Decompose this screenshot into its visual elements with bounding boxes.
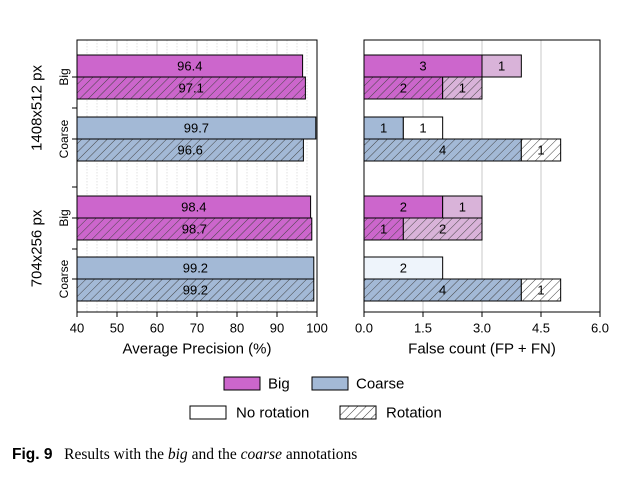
x-tick-label: 100 — [306, 321, 328, 336]
bar — [76, 138, 304, 162]
bar-segment — [363, 76, 444, 100]
figure: 40 50 60 70 80 90 100 96.4 97.1 99.7 96.6 98.4 98.7 9… — [29, 39, 609, 422]
bar-segment-label: 4 — [439, 143, 446, 158]
bar-segment — [363, 278, 522, 302]
bar-segment-label: 2 — [439, 222, 446, 237]
legend-label: Big — [268, 376, 290, 393]
bar-segment-label: 2 — [400, 261, 407, 276]
bar-segment-label: 1 — [498, 59, 505, 74]
bar-value-label: 99.7 — [184, 121, 209, 136]
figure-caption: Fig. 9 Results with the big and the coar… — [12, 446, 357, 464]
legend: Big Coarse No rotation Rotation — [189, 376, 442, 422]
row-label: Coarse — [57, 259, 71, 298]
bar-segment — [520, 278, 562, 302]
x-tick-label: 50 — [110, 321, 124, 336]
caption-text-before: Results with the — [64, 446, 164, 463]
x-tick-label: 4.5 — [532, 321, 550, 336]
bar-value-label: 96.4 — [177, 59, 202, 74]
bar-segment-label: 1 — [459, 81, 466, 96]
row-label: Big — [57, 209, 71, 226]
x-tick-label: 0.0 — [355, 321, 373, 336]
x-axis-label: Average Precision (%) — [123, 341, 272, 358]
bar-segment-label: 1 — [537, 143, 544, 158]
bar-value-label: 99.2 — [183, 283, 208, 298]
bar-segment — [442, 76, 483, 100]
bar — [76, 217, 313, 241]
bar-segment-label: 1 — [380, 121, 387, 136]
plot-frame — [76, 39, 318, 313]
x-tick-label: 60 — [150, 321, 164, 336]
bar-segment — [363, 217, 404, 241]
bar-segment — [402, 217, 483, 241]
bar-value-label: 98.4 — [181, 200, 206, 215]
x-tick-label: 6.0 — [591, 321, 609, 336]
bar-segment-label: 1 — [537, 283, 544, 298]
row-label: Coarse — [57, 119, 71, 158]
bar-value-label: 99.2 — [183, 261, 208, 276]
row-label: Big — [57, 68, 71, 85]
caption-em-coarse: coarse — [240, 446, 282, 463]
bar-value-label: 96.6 — [178, 143, 203, 158]
bar-segment-label: 3 — [419, 59, 426, 74]
bar-value-label: 97.1 — [179, 81, 204, 96]
legend-swatch-rot — [339, 405, 377, 420]
caption-text-middle: and the — [191, 446, 237, 463]
bar-value-label: 98.7 — [182, 222, 207, 237]
bar-segment — [520, 138, 562, 162]
group-label: 704x256 px — [29, 209, 46, 287]
bar-segment-label: 1 — [380, 222, 387, 237]
bar — [76, 278, 315, 302]
caption-text-after: annotations — [285, 446, 358, 463]
legend-swatch-norot — [189, 405, 227, 420]
bar-segment-label: 1 — [459, 200, 466, 215]
bar-segment — [481, 54, 522, 78]
bar-segment-label: 2 — [400, 200, 407, 215]
legend-swatch-coarse — [311, 376, 349, 391]
bar-segment-label: 2 — [400, 81, 407, 96]
bar-segment-label: 4 — [439, 283, 446, 298]
resolution-group-labels: Big Coarse 1408x512 px Big Coarse 704x256 px — [29, 65, 77, 298]
legend-label: Coarse — [356, 376, 404, 393]
bar-segment-label: 1 — [419, 121, 426, 136]
x-tick-label: 40 — [70, 321, 84, 336]
x-tick-label: 70 — [190, 321, 204, 336]
bar-segment — [363, 138, 522, 162]
x-tick-label: 3.0 — [473, 321, 491, 336]
x-axis-label: False count (FP + FN) — [408, 341, 556, 358]
legend-label: Rotation — [386, 405, 442, 422]
plot-frame — [363, 39, 601, 313]
legend-swatch-big — [223, 376, 261, 391]
caption-label: Fig. 9 — [12, 446, 53, 463]
legend-label: No rotation — [236, 405, 309, 422]
x-tick-label: 80 — [230, 321, 244, 336]
average-precision-panel: 40 50 60 70 80 90 100 96.4 97.1 99.7 96.6 98.4 98.7 9… — [70, 39, 328, 358]
group-label: 1408x512 px — [29, 65, 46, 151]
x-tick-label: 1.5 — [414, 321, 432, 336]
bar — [76, 76, 306, 100]
caption-em-big: big — [167, 446, 188, 463]
x-tick-label: 90 — [270, 321, 284, 336]
